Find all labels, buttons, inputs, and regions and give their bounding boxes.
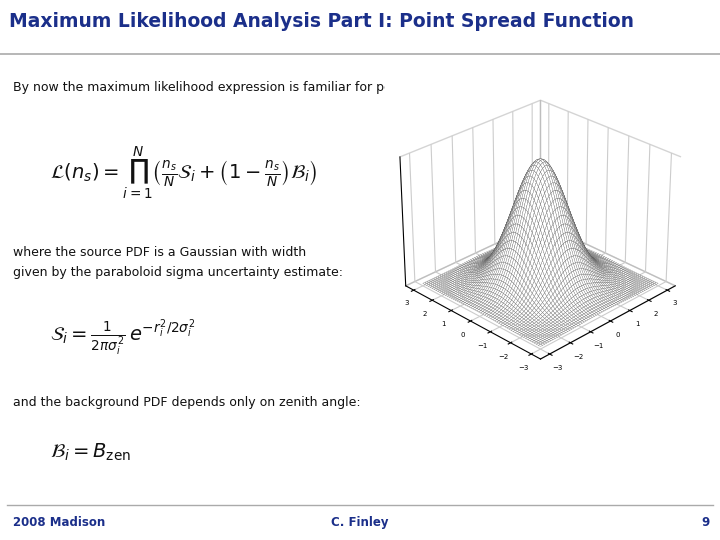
Text: $\mathcal{B}_i = B_{\mathrm{zen}}$: $\mathcal{B}_i = B_{\mathrm{zen}}$: [50, 441, 132, 463]
Text: $\mathcal{S}_i = \frac{1}{2\pi\sigma_i^2}\, e^{-r_i^2/2\sigma_i^2}$: $\mathcal{S}_i = \frac{1}{2\pi\sigma_i^2…: [50, 318, 196, 357]
Text: C. Finley: C. Finley: [331, 516, 389, 530]
Text: where the source PDF is a Gaussian with width
given by the paraboloid sigma unce: where the source PDF is a Gaussian with …: [13, 246, 343, 279]
Text: By now the maximum likelihood expression is familiar for point source searches:: By now the maximum likelihood expression…: [13, 80, 518, 93]
Text: $\mathcal{L}(n_s) = \prod_{i=1}^{N} \left( \frac{n_s}{N} \mathcal{S}_i + \left(1: $\mathcal{L}(n_s) = \prod_{i=1}^{N} \lef…: [50, 144, 318, 201]
Text: Maximum Likelihood Analysis Part I: Point Spread Function: Maximum Likelihood Analysis Part I: Poin…: [9, 12, 634, 31]
Text: 9: 9: [701, 516, 709, 530]
Text: 2008 Madison: 2008 Madison: [13, 516, 105, 530]
Text: and the background PDF depends only on zenith angle:: and the background PDF depends only on z…: [13, 396, 361, 409]
